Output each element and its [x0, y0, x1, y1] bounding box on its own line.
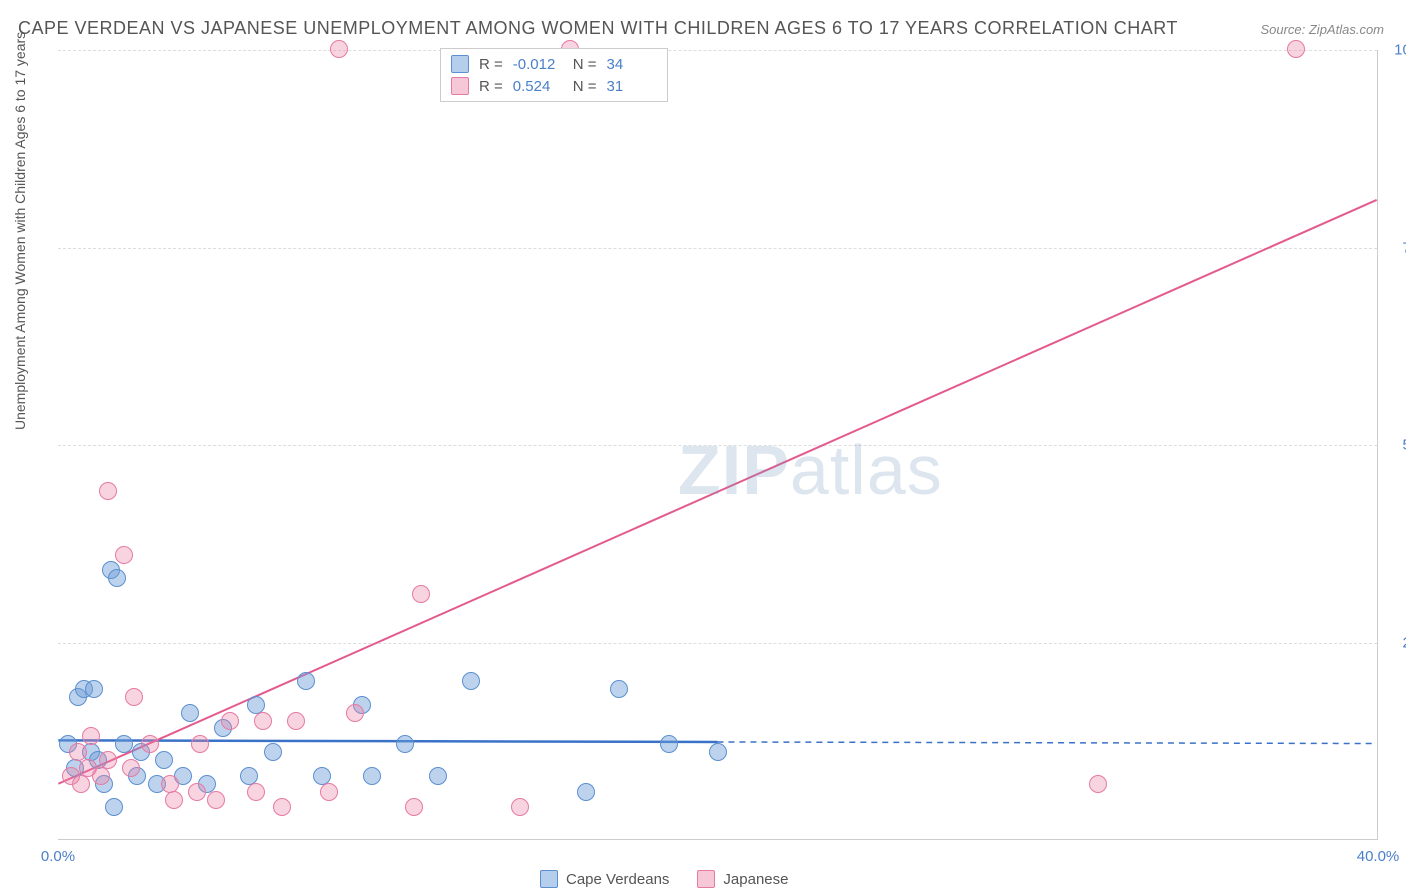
plot-area: 25.0%50.0%75.0%100.0%0.0%40.0% ZIPatlas — [58, 50, 1378, 840]
swatch-pink-icon — [451, 77, 469, 95]
data-point-japanese — [221, 712, 239, 730]
swatch-pink-icon — [697, 870, 715, 888]
data-point-japanese — [346, 704, 364, 722]
data-point-japanese — [188, 783, 206, 801]
data-point-japanese — [122, 759, 140, 777]
data-point-cape_verdeans — [264, 743, 282, 761]
source-label: Source: ZipAtlas.com — [1260, 22, 1384, 37]
data-point-japanese — [511, 798, 529, 816]
swatch-blue-icon — [540, 870, 558, 888]
legend-label: Japanese — [723, 871, 788, 888]
data-point-cape_verdeans — [363, 767, 381, 785]
data-point-japanese — [191, 735, 209, 753]
data-point-cape_verdeans — [660, 735, 678, 753]
y-axis-label: Unemployment Among Women with Children A… — [12, 32, 28, 430]
data-point-japanese — [287, 712, 305, 730]
data-point-cape_verdeans — [115, 735, 133, 753]
data-point-cape_verdeans — [429, 767, 447, 785]
data-point-japanese — [125, 688, 143, 706]
data-point-cape_verdeans — [577, 783, 595, 801]
y-tick-label: 100.0% — [1385, 42, 1406, 59]
data-point-cape_verdeans — [610, 680, 628, 698]
data-point-japanese — [254, 712, 272, 730]
data-point-japanese — [165, 791, 183, 809]
legend-row-pink: R = 0.524 N = 31 — [451, 75, 657, 97]
legend-item-cape-verdeans: Cape Verdeans — [540, 870, 669, 888]
data-point-cape_verdeans — [108, 569, 126, 587]
data-point-cape_verdeans — [462, 672, 480, 690]
data-point-japanese — [412, 585, 430, 603]
data-point-japanese — [1089, 775, 1107, 793]
data-point-japanese — [72, 775, 90, 793]
legend-row-blue: R = -0.012 N = 34 — [451, 53, 657, 75]
x-tick-label: 40.0% — [1357, 848, 1400, 865]
data-point-cape_verdeans — [105, 798, 123, 816]
data-point-japanese — [320, 783, 338, 801]
data-point-cape_verdeans — [155, 751, 173, 769]
data-point-japanese — [405, 798, 423, 816]
chart-title: CAPE VERDEAN VS JAPANESE UNEMPLOYMENT AM… — [18, 18, 1178, 39]
legend-item-japanese: Japanese — [697, 870, 788, 888]
data-point-japanese — [82, 727, 100, 745]
data-point-japanese — [207, 791, 225, 809]
legend-label: Cape Verdeans — [566, 871, 669, 888]
y-tick-label: 75.0% — [1385, 239, 1406, 256]
data-point-japanese — [99, 751, 117, 769]
y-tick-label: 25.0% — [1385, 634, 1406, 651]
data-point-cape_verdeans — [85, 680, 103, 698]
data-point-japanese — [330, 40, 348, 58]
data-point-japanese — [273, 798, 291, 816]
x-tick-label: 0.0% — [41, 848, 75, 865]
y-tick-label: 50.0% — [1385, 437, 1406, 454]
data-point-japanese — [92, 767, 110, 785]
data-point-cape_verdeans — [396, 735, 414, 753]
trend-line-extension-cape_verdeans — [718, 742, 1377, 744]
correlation-legend: R = -0.012 N = 34 R = 0.524 N = 31 — [440, 48, 668, 102]
data-point-cape_verdeans — [709, 743, 727, 761]
data-point-japanese — [141, 735, 159, 753]
data-point-japanese — [115, 546, 133, 564]
data-point-cape_verdeans — [181, 704, 199, 722]
data-point-japanese — [1287, 40, 1305, 58]
data-point-japanese — [247, 783, 265, 801]
data-point-cape_verdeans — [297, 672, 315, 690]
series-legend: Cape Verdeans Japanese — [540, 870, 788, 888]
data-point-japanese — [99, 482, 117, 500]
swatch-blue-icon — [451, 55, 469, 73]
